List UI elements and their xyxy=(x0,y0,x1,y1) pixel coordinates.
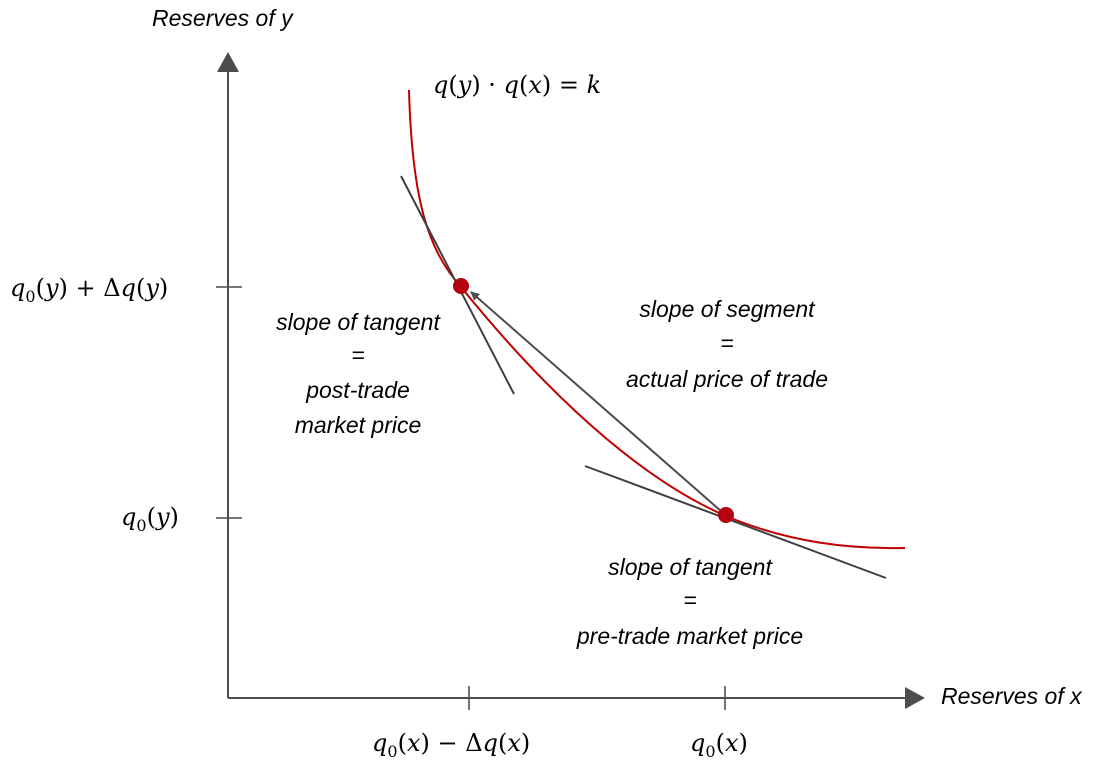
y-tick-label-lower: q0(y) xyxy=(121,503,179,535)
post-trade-annotation: slope of tangent = post-trade market pri… xyxy=(276,309,441,438)
x-tick-label-left: q0(x) − Δq(x) xyxy=(372,729,530,761)
post-trade-annotation-line1: slope of tangent xyxy=(276,309,441,335)
trade-segment-arrow xyxy=(470,291,723,513)
post-trade-annotation-line2: = xyxy=(351,342,364,368)
pre-trade-tangent-line xyxy=(584,465,887,579)
y-axis-arrow xyxy=(217,52,239,72)
pre-trade-annotation-line2: = xyxy=(683,587,696,613)
axes xyxy=(216,52,925,710)
pre-trade-annotation-line1: slope of tangent xyxy=(608,554,773,580)
pre-trade-annotation: slope of tangent = pre-trade market pric… xyxy=(576,554,803,649)
y-axis-title: Reserves of y xyxy=(152,5,294,31)
segment-annotation-line2: = xyxy=(720,330,733,356)
curve-equation: q(y) · q(x) = k xyxy=(433,71,601,99)
pre-trade-annotation-line3: pre-trade market price xyxy=(576,623,803,649)
post-trade-annotation-line3: post-trade xyxy=(305,377,410,403)
segment-annotation-line3: actual price of trade xyxy=(626,366,828,392)
post-trade-annotation-line4: market price xyxy=(295,412,422,438)
x-tick-label-right: q0(x) xyxy=(690,729,748,761)
x-axis-arrow xyxy=(905,687,925,709)
segment-annotation-line1: slope of segment xyxy=(639,296,816,322)
segment-annotation: slope of segment = actual price of trade xyxy=(626,296,828,392)
y-tick-label-upper: q0(y) + Δq(y) xyxy=(10,274,168,306)
pre-trade-point xyxy=(718,507,734,523)
x-axis-title: Reserves of x xyxy=(941,683,1083,709)
post-trade-point xyxy=(453,278,469,294)
